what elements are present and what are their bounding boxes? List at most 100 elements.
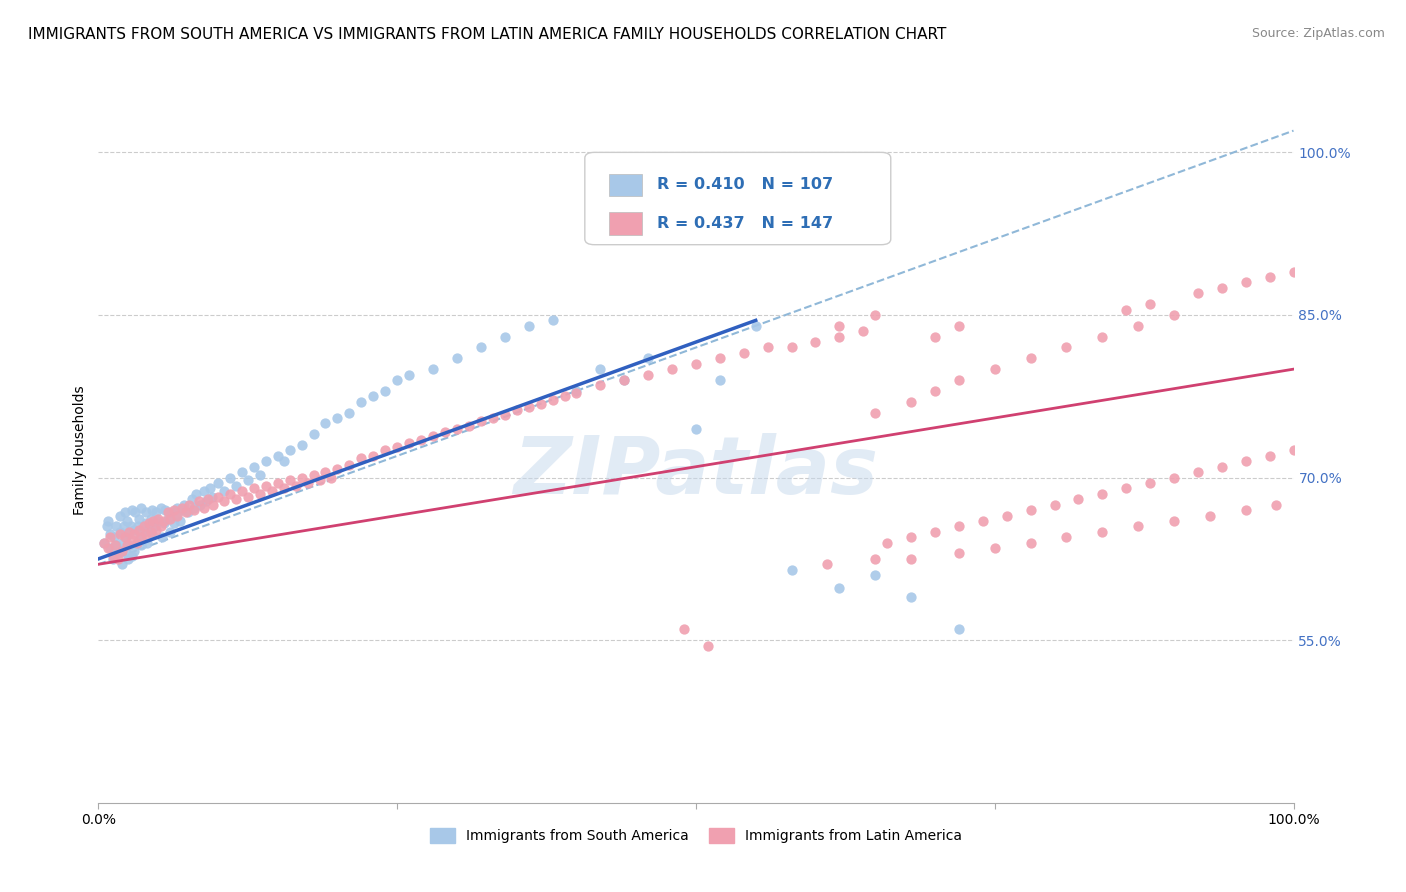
Point — [135, 516, 157, 530]
FancyBboxPatch shape — [609, 212, 643, 235]
Point — [363, 389, 385, 403]
Point — [1056, 341, 1078, 355]
Point — [554, 389, 576, 403]
Point — [1163, 514, 1185, 528]
Point — [900, 394, 922, 409]
Point — [149, 500, 172, 515]
Point — [105, 519, 128, 533]
Point — [101, 552, 124, 566]
Point — [530, 397, 553, 411]
Point — [709, 373, 731, 387]
Point — [115, 546, 138, 560]
Point — [108, 524, 131, 539]
Point — [398, 435, 420, 450]
Point — [1019, 535, 1042, 549]
Point — [179, 498, 201, 512]
Point — [589, 378, 612, 392]
Point — [1139, 475, 1161, 490]
Point — [948, 519, 970, 533]
Point — [284, 479, 307, 493]
Point — [1282, 264, 1305, 278]
Point — [159, 524, 181, 539]
Point — [291, 438, 314, 452]
Point — [1234, 503, 1257, 517]
Point — [219, 470, 242, 484]
Point — [339, 405, 361, 419]
Point — [121, 549, 143, 563]
Point — [506, 403, 529, 417]
Text: IMMIGRANTS FROM SOUTH AMERICA VS IMMIGRANTS FROM LATIN AMERICA FAMILY HOUSEHOLDS: IMMIGRANTS FROM SOUTH AMERICA VS IMMIGRA… — [28, 27, 946, 42]
Point — [118, 524, 141, 539]
Point — [1067, 492, 1090, 507]
Text: Source: ZipAtlas.com: Source: ZipAtlas.com — [1251, 27, 1385, 40]
Point — [828, 318, 851, 333]
Point — [1139, 297, 1161, 311]
Point — [865, 568, 887, 582]
Point — [201, 490, 224, 504]
Point — [541, 313, 564, 327]
Point — [613, 373, 636, 387]
Point — [1211, 459, 1233, 474]
FancyBboxPatch shape — [585, 153, 891, 244]
Point — [112, 519, 135, 533]
Point — [339, 458, 361, 472]
Point — [172, 500, 194, 515]
Point — [117, 527, 139, 541]
Point — [124, 523, 146, 537]
Point — [1163, 470, 1185, 484]
Point — [132, 524, 155, 539]
Point — [183, 500, 205, 515]
Point — [1128, 318, 1150, 333]
Point — [115, 514, 138, 528]
Point — [876, 535, 898, 549]
Point — [236, 490, 259, 504]
Point — [780, 341, 803, 355]
Point — [93, 535, 115, 549]
Point — [143, 519, 166, 533]
Point — [900, 530, 922, 544]
Point — [637, 368, 659, 382]
Point — [135, 505, 157, 519]
Point — [302, 427, 325, 442]
Point — [733, 346, 755, 360]
Point — [174, 505, 197, 519]
Point — [121, 503, 143, 517]
Point — [308, 473, 330, 487]
Point — [149, 519, 172, 533]
Point — [745, 318, 768, 333]
Point — [165, 508, 187, 523]
Point — [160, 505, 183, 519]
Point — [153, 516, 176, 530]
Point — [685, 357, 707, 371]
Point — [104, 538, 127, 552]
Point — [1091, 487, 1114, 501]
Point — [145, 505, 167, 519]
Point — [111, 535, 134, 549]
Point — [231, 483, 253, 498]
Point — [780, 563, 803, 577]
Point — [865, 405, 887, 419]
Point — [97, 514, 120, 528]
Point — [984, 362, 1007, 376]
Point — [924, 329, 946, 343]
Point — [219, 487, 242, 501]
Point — [163, 503, 186, 517]
Point — [231, 465, 253, 479]
Point — [115, 538, 138, 552]
Point — [756, 341, 779, 355]
Point — [183, 503, 205, 517]
Point — [108, 508, 131, 523]
Point — [481, 411, 505, 425]
Point — [101, 549, 124, 563]
Point — [1264, 498, 1286, 512]
Point — [135, 527, 157, 541]
Point — [1187, 286, 1209, 301]
Point — [1043, 498, 1066, 512]
Point — [254, 454, 277, 468]
Point — [132, 519, 155, 533]
Point — [815, 558, 838, 572]
Point — [212, 483, 235, 498]
Point — [273, 454, 295, 468]
Point — [111, 558, 134, 572]
Point — [315, 465, 337, 479]
